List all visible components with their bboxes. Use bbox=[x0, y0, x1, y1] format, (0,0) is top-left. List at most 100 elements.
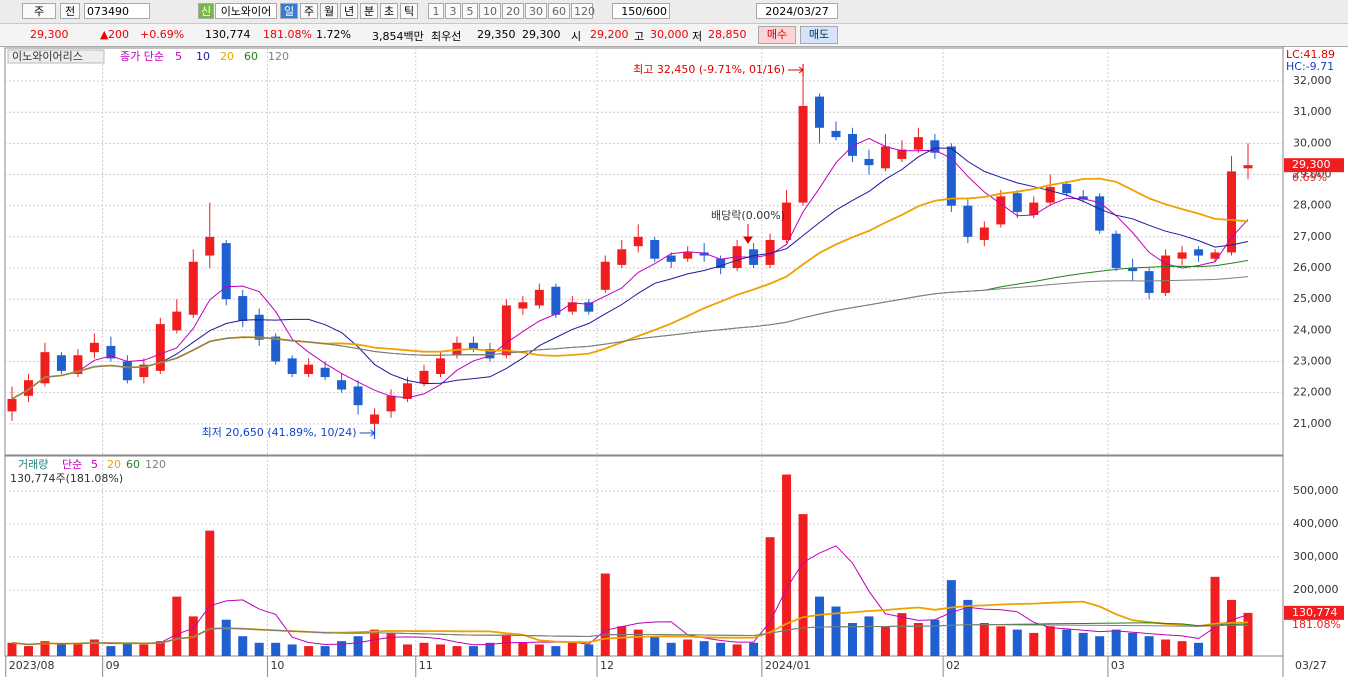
candle-body bbox=[600, 261, 610, 290]
candle-body bbox=[353, 386, 363, 406]
interval-button[interactable]: 120 bbox=[571, 3, 595, 19]
volume-bar bbox=[996, 626, 1006, 656]
last-price-box bbox=[1284, 158, 1344, 173]
plot-frame bbox=[4, 47, 1284, 456]
candle-body bbox=[683, 252, 693, 259]
candle-body bbox=[501, 305, 511, 356]
interval-button[interactable]: 10 bbox=[479, 3, 501, 19]
ma-legend: 120 bbox=[268, 50, 289, 63]
volume-bar bbox=[1144, 636, 1154, 656]
candle-body bbox=[304, 364, 314, 374]
volume-bar bbox=[666, 642, 676, 656]
y-tick-label: 21,000 bbox=[1293, 417, 1332, 430]
quote-open: 29,200 bbox=[590, 28, 629, 41]
candle-body bbox=[567, 302, 577, 312]
y-tick-label: 200,000 bbox=[1293, 583, 1339, 596]
volume-bar bbox=[1095, 636, 1105, 656]
volume-ma-legend: 5 bbox=[91, 458, 98, 471]
quote-turnover: 1.72% bbox=[316, 28, 351, 41]
quote-low-label: 저 bbox=[692, 30, 703, 43]
volume-bar bbox=[617, 626, 627, 656]
y-tick-label: 23,000 bbox=[1293, 355, 1332, 368]
volume-bar bbox=[963, 599, 973, 656]
quote-change: 200 bbox=[108, 28, 129, 41]
market-select[interactable]: 주 bbox=[22, 3, 56, 19]
quote-volume-ratio: 181.08% bbox=[263, 28, 312, 41]
candle-body bbox=[518, 302, 528, 309]
candle-body bbox=[584, 302, 594, 312]
candle-body bbox=[435, 358, 445, 374]
volume-bar bbox=[930, 619, 940, 656]
volume-bar bbox=[864, 616, 874, 656]
volume-bar bbox=[1062, 629, 1072, 656]
date-input[interactable]: 2024/03/27 bbox=[756, 3, 838, 19]
period-button[interactable]: 틱 bbox=[400, 3, 418, 19]
volume-bar bbox=[633, 629, 643, 656]
volume-bar bbox=[534, 644, 544, 656]
code-input[interactable]: 073490 bbox=[84, 3, 150, 19]
period-button[interactable]: 분 bbox=[360, 3, 378, 19]
candle-body bbox=[370, 414, 380, 424]
interval-button[interactable]: 30 bbox=[525, 3, 547, 19]
x-end-label: 03/27 bbox=[1295, 659, 1327, 672]
volume-bar bbox=[913, 623, 923, 656]
volume-bar bbox=[1078, 632, 1088, 656]
volume-bar bbox=[254, 642, 264, 656]
volume-bar bbox=[238, 636, 248, 656]
quote-volume: 130,774 bbox=[205, 28, 251, 41]
high-arrow bbox=[788, 64, 804, 76]
candle-body bbox=[864, 158, 874, 166]
candle-body bbox=[7, 398, 17, 412]
interval-button[interactable]: 3 bbox=[445, 3, 461, 19]
candle-body bbox=[419, 370, 429, 384]
quote-high-label: 고 bbox=[634, 30, 645, 43]
sell-button[interactable]: 매도 bbox=[800, 26, 838, 44]
volume-bar bbox=[782, 474, 792, 656]
price-ma-line bbox=[11, 137, 1249, 400]
x-tick-label: 2024/01 bbox=[765, 659, 811, 672]
x-tick-label: 09 bbox=[106, 659, 120, 672]
interval-button[interactable]: 60 bbox=[548, 3, 570, 19]
x-tick-label: 2023/08 bbox=[9, 659, 55, 672]
last-change: 0.69% bbox=[1292, 171, 1327, 184]
volume-bar bbox=[40, 641, 50, 656]
volume-bar bbox=[847, 623, 857, 656]
low-annotation: 최저 20,650 (41.89%, 10/24) bbox=[202, 426, 357, 439]
volume-bar bbox=[7, 642, 17, 656]
count-input[interactable]: 150/600 bbox=[612, 3, 670, 19]
volume-bar bbox=[567, 642, 577, 656]
candle-body bbox=[666, 255, 676, 262]
candle-body bbox=[40, 352, 50, 384]
candle-body bbox=[122, 361, 132, 381]
candle-body bbox=[287, 358, 297, 374]
candle-body bbox=[1045, 186, 1055, 203]
period-button[interactable]: 월 bbox=[320, 3, 338, 19]
period-button[interactable]: 일 bbox=[280, 3, 298, 19]
volume-bar bbox=[518, 642, 528, 656]
candle-body bbox=[815, 96, 825, 128]
candle-body bbox=[979, 227, 989, 240]
volume-ma-legend: 120 bbox=[145, 458, 166, 471]
candle-body bbox=[238, 296, 248, 321]
lc-label: LC:41.89 bbox=[1286, 48, 1335, 61]
candle-body bbox=[188, 261, 198, 315]
high-annotation: 최고 32,450 (-9.71%, 01/16) bbox=[633, 63, 785, 76]
y-tick-label: 25,000 bbox=[1293, 292, 1332, 305]
candle-body bbox=[205, 236, 215, 256]
buy-button[interactable]: 매수 bbox=[758, 26, 796, 44]
period-button[interactable]: 년 bbox=[340, 3, 358, 19]
candle-body bbox=[106, 345, 116, 359]
mode-select[interactable]: 전 bbox=[60, 3, 80, 19]
last-volume-box bbox=[1284, 605, 1344, 620]
interval-button[interactable]: 5 bbox=[462, 3, 478, 19]
volume-bar bbox=[73, 642, 83, 656]
interval-button[interactable]: 1 bbox=[428, 3, 444, 19]
volume-bar bbox=[139, 644, 149, 656]
stock-name[interactable]: 이노와이어 bbox=[215, 3, 277, 19]
period-button[interactable]: 초 bbox=[380, 3, 398, 19]
interval-button[interactable]: 20 bbox=[502, 3, 524, 19]
quote-arrow: ▲ bbox=[100, 28, 109, 41]
period-button[interactable]: 주 bbox=[300, 3, 318, 19]
volume-bar bbox=[304, 646, 314, 656]
candle-body bbox=[633, 236, 643, 247]
